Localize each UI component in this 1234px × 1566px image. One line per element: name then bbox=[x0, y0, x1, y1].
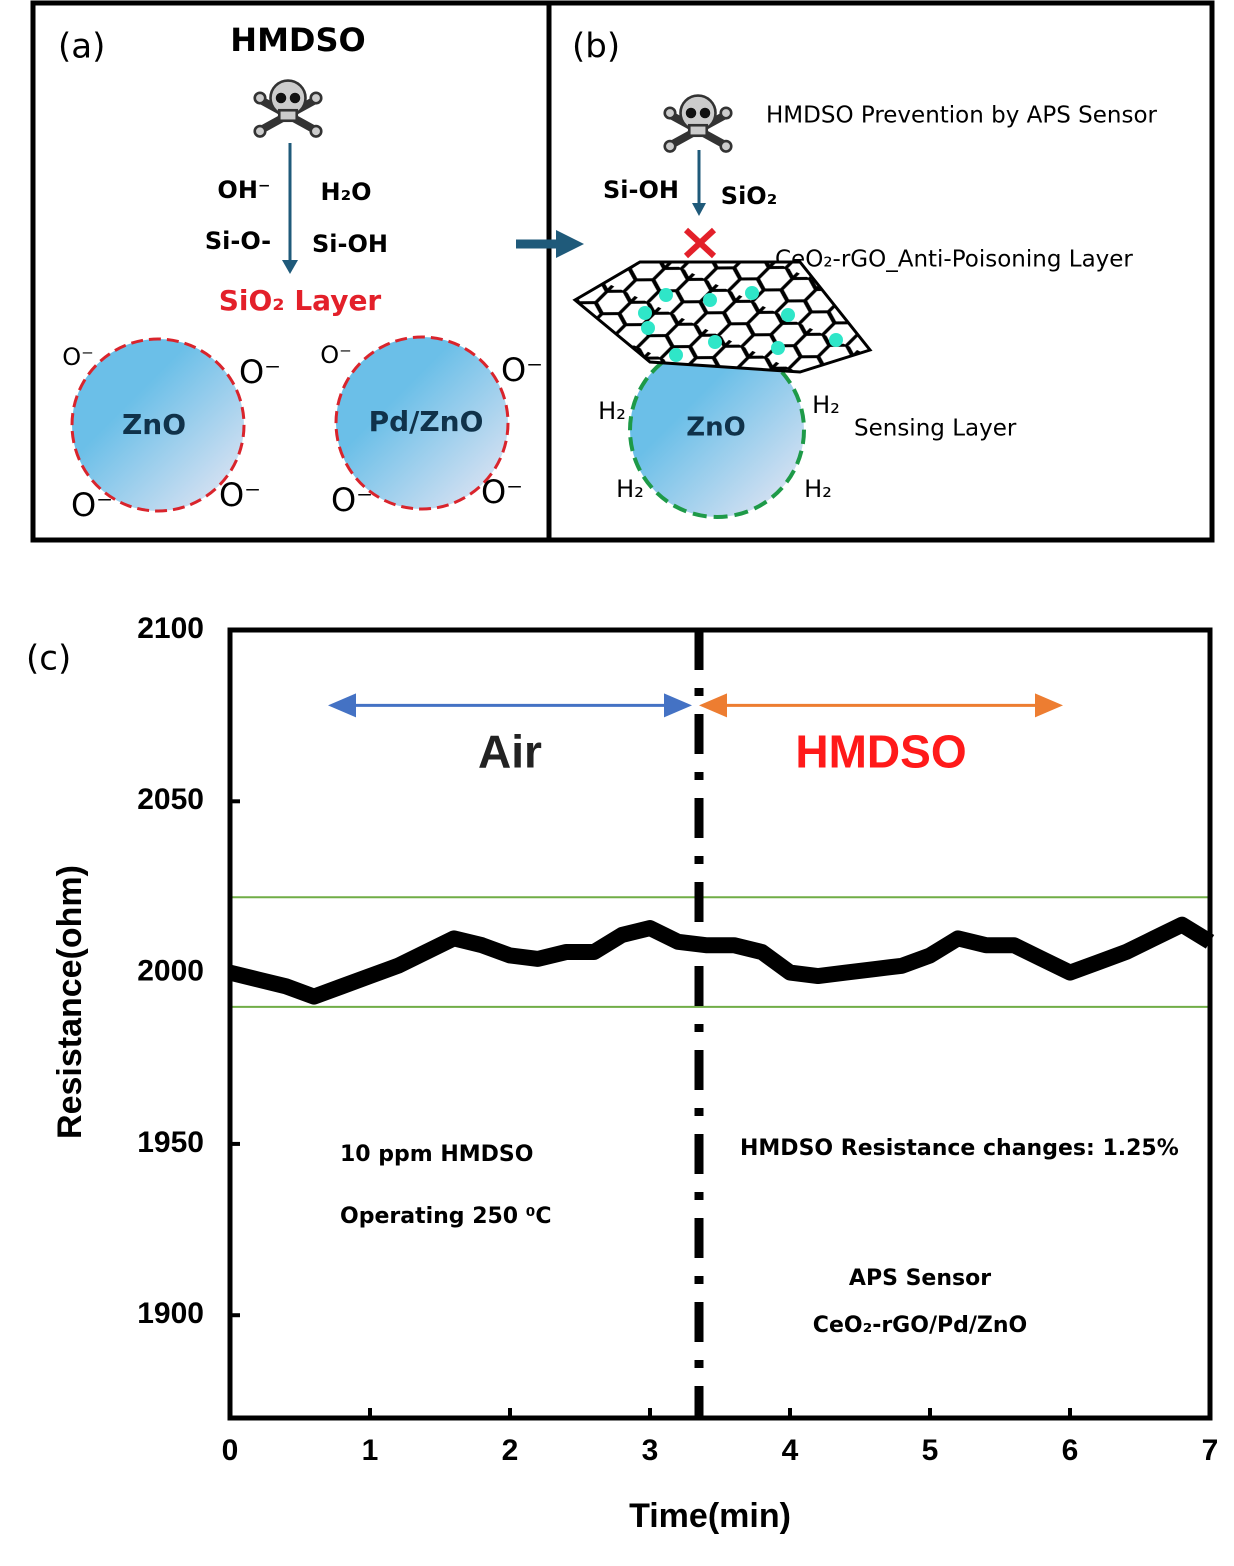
particle-label: ZnO bbox=[686, 413, 745, 443]
gas: H₂ bbox=[616, 475, 644, 503]
x-tick-label: 0 bbox=[222, 1434, 239, 1467]
arrow-head bbox=[692, 203, 706, 216]
annotation: APS Sensor bbox=[849, 1266, 991, 1291]
panel-label: (a) bbox=[58, 27, 105, 67]
ceo2-dots bbox=[638, 286, 843, 362]
particle-label: ZnO bbox=[122, 408, 186, 441]
species: SiO₂ bbox=[721, 182, 777, 210]
particle-label: Pd/ZnO bbox=[369, 405, 484, 438]
data-line bbox=[228, 916, 1215, 1005]
gas: H₂ bbox=[804, 475, 832, 503]
x-tick-label: 3 bbox=[642, 1434, 659, 1467]
y-tick-label: 1900 bbox=[137, 1297, 204, 1330]
y-tick-label: 1950 bbox=[137, 1126, 204, 1159]
species: Si-O- bbox=[205, 227, 271, 255]
arrow-head bbox=[699, 693, 727, 718]
panel-label: (b) bbox=[572, 27, 620, 67]
arrow-head bbox=[664, 693, 692, 718]
arrow-head bbox=[556, 230, 584, 258]
species: Si-OH bbox=[603, 176, 679, 204]
species: OH⁻ bbox=[217, 176, 270, 204]
region-label: Air bbox=[478, 726, 542, 778]
ion: O⁻ bbox=[331, 481, 373, 519]
ion: O⁻ bbox=[501, 351, 543, 389]
x-tick-label: 2 bbox=[502, 1434, 519, 1467]
particle bbox=[334, 335, 510, 511]
title: HMDSO bbox=[230, 21, 365, 59]
arrow-head bbox=[328, 693, 356, 718]
block-mark bbox=[683, 227, 717, 259]
x-tick-label: 1 bbox=[362, 1434, 379, 1467]
arrow-head bbox=[282, 260, 298, 274]
layer-label: CeO₂-rGO_Anti-Poisoning Layer bbox=[775, 247, 1133, 273]
skull-icon bbox=[255, 81, 322, 137]
annotation: HMDSO Resistance changes: 1.25% bbox=[740, 1136, 1179, 1161]
x-tick-label: 4 bbox=[782, 1434, 799, 1467]
ion: O⁻ bbox=[481, 473, 523, 511]
ion: O⁻ bbox=[71, 486, 113, 524]
region-label: HMDSO bbox=[795, 726, 966, 778]
y-axis-title: Resistance(ohm) bbox=[51, 865, 89, 1139]
y-tick-label: 2000 bbox=[137, 955, 204, 988]
skull-icon bbox=[665, 96, 732, 152]
species: Si-OH bbox=[312, 230, 388, 258]
caption: HMDSO Prevention by APS Sensor bbox=[766, 103, 1158, 129]
panel-frame bbox=[30, 0, 1215, 543]
annotation: Operating 250 ⁰C bbox=[340, 1204, 552, 1229]
annotation: CeO₂-rGO/Pd/ZnO bbox=[813, 1313, 1027, 1338]
gas: H₂ bbox=[812, 391, 840, 419]
panel-label: (c) bbox=[26, 639, 71, 679]
ion: O⁻ bbox=[239, 353, 281, 391]
caption: Sensing Layer bbox=[854, 416, 1017, 442]
x-tick-label: 5 bbox=[922, 1434, 939, 1467]
species: H₂O bbox=[321, 178, 372, 206]
particle bbox=[70, 337, 246, 513]
ion: O⁻ bbox=[62, 343, 94, 371]
x-tick-label: 6 bbox=[1062, 1434, 1079, 1467]
gas: H₂ bbox=[598, 397, 626, 425]
ion: O⁻ bbox=[219, 476, 261, 514]
ion: O⁻ bbox=[320, 341, 352, 369]
plot-frame bbox=[227, 627, 1213, 1421]
x-axis-title: Time(min) bbox=[629, 1497, 791, 1535]
y-tick-label: 2100 bbox=[137, 612, 204, 645]
x-tick-label: 7 bbox=[1202, 1434, 1219, 1467]
annotation: 10 ppm HMDSO bbox=[340, 1142, 533, 1167]
graphene-sheet bbox=[572, 260, 873, 374]
layer-label: SiO₂ Layer bbox=[219, 284, 382, 317]
arrow-head bbox=[1035, 693, 1063, 718]
y-tick-label: 2050 bbox=[137, 783, 204, 816]
